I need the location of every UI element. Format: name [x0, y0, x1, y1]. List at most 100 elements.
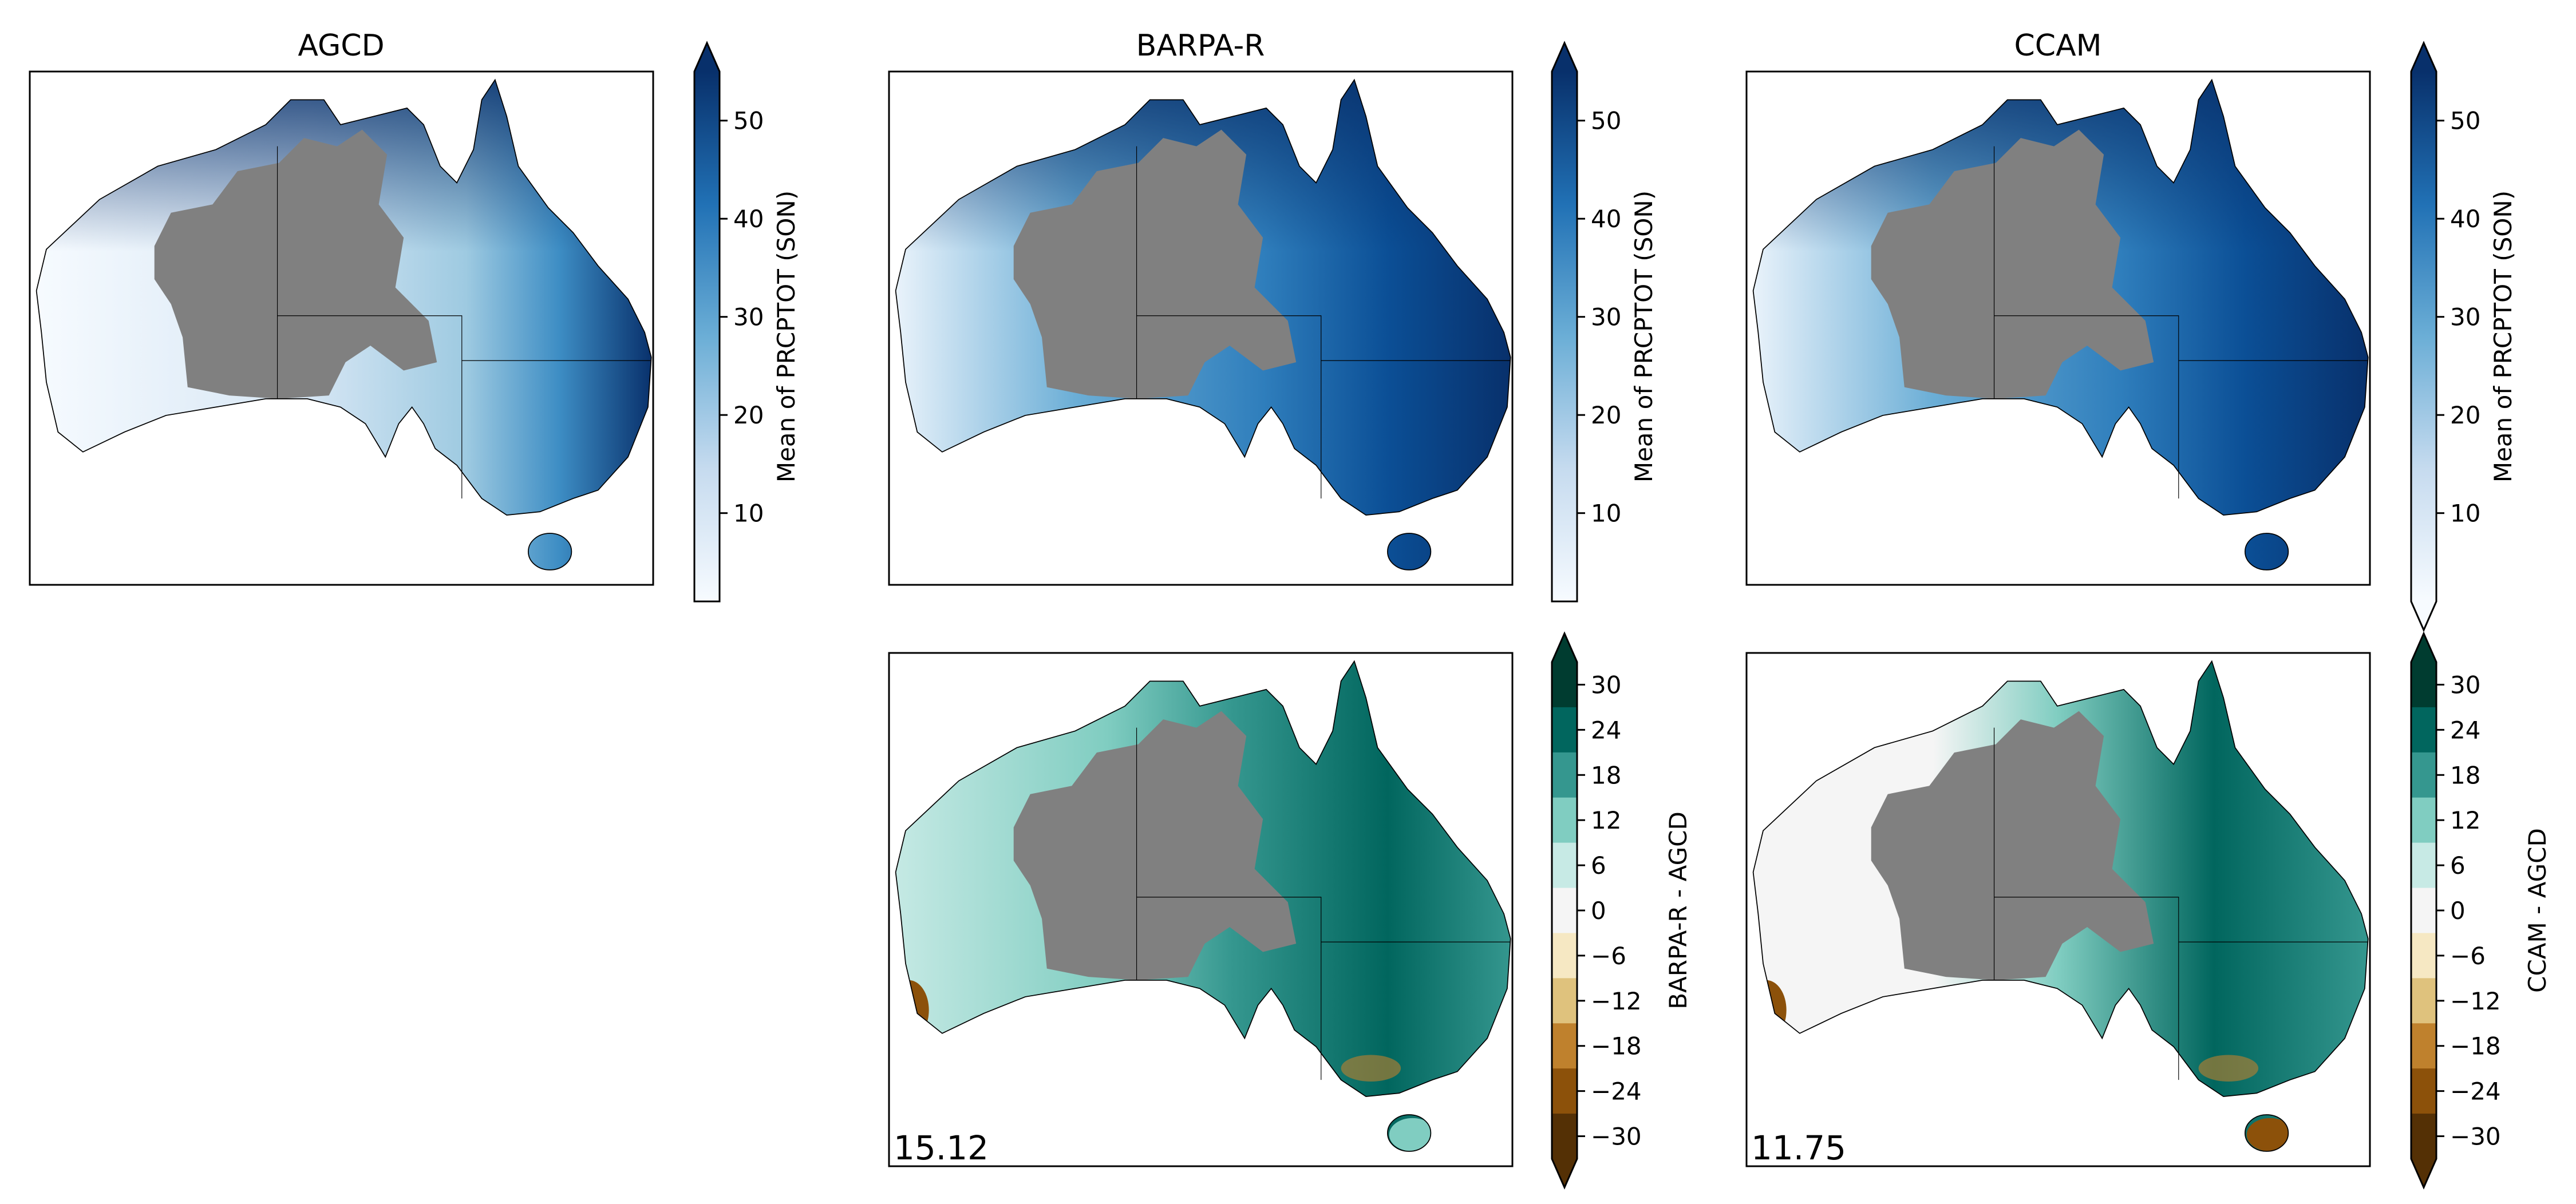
- colorbar-tick-label: −30: [1591, 1123, 1642, 1151]
- australia-map: [1752, 79, 2369, 571]
- colorbar-tick-label: −18: [1591, 1032, 1642, 1060]
- map-frame: [1745, 70, 2371, 586]
- colorbar-tick-label: 30: [1591, 303, 1621, 331]
- colorbar-gradient: [1552, 72, 1577, 601]
- colorbar-5: 30 24 18 12 6 0 −6 −12 −18 −24 −30 CCAM - AGCD: [2410, 631, 2551, 1190]
- colorbar-tick-label: −6: [2450, 942, 2486, 970]
- colorbar-level: [2411, 1023, 2436, 1070]
- panel-title: CCAM: [2014, 29, 2101, 63]
- sw-dry-bias: [895, 980, 929, 1040]
- colorbar-label: Mean of PRCPTOT (SON): [1630, 191, 1658, 482]
- score-annotation: 11.75: [1751, 1128, 1846, 1167]
- colorbar-level: [1552, 1114, 1577, 1159]
- colorbar-level: [1552, 797, 1577, 843]
- colorbar-level: [2411, 978, 2436, 1024]
- colorbar-tick-label: 6: [1591, 851, 1606, 880]
- colorbar-tick-label: 30: [1591, 671, 1621, 699]
- panel-title: BARPA-R: [1136, 29, 1265, 63]
- colorbar-label: Mean of PRCPTOT (SON): [772, 191, 800, 482]
- colorbar-outline: [1551, 631, 1578, 1190]
- map-frame: [1745, 652, 2371, 1167]
- colorbar-tick-label: 10: [1591, 500, 1621, 528]
- australia-map: [895, 79, 1512, 571]
- colorbar-tick-label: 40: [2450, 205, 2480, 233]
- colorbar-tick-label: 24: [1591, 716, 1621, 744]
- masked-region: [1871, 711, 2154, 980]
- alps-bias: [2198, 1055, 2259, 1082]
- alps-bias: [1341, 1055, 1401, 1082]
- map-panel-4: 15.12: [888, 652, 1514, 1167]
- colorbar-tick-label: 40: [733, 205, 764, 233]
- australia-map: [35, 79, 653, 571]
- colorbar-level: [2411, 933, 2436, 979]
- state-borders: [1136, 727, 1511, 1080]
- colorbar-label: BARPA-R - AGCD: [1664, 811, 1692, 1009]
- colorbar-tick-label: 0: [1591, 897, 1606, 925]
- score-annotation: 15.12: [894, 1128, 989, 1167]
- colorbar-tick-label: 20: [1591, 401, 1621, 429]
- colorbar-level: [2411, 1068, 2436, 1115]
- extend-min-triangle: [2411, 601, 2436, 630]
- map-panel-5: 11.75: [1745, 652, 2371, 1167]
- map-frame: [888, 652, 1514, 1167]
- masked-region: [1013, 129, 1297, 399]
- colorbar-tick-label: −12: [2450, 987, 2501, 1015]
- colorbar-4: 30 24 18 12 6 0 −6 −12 −18 −24 −30 BARPA-R - AGCD: [1551, 631, 1692, 1190]
- colorbar-tick-label: 30: [2450, 303, 2480, 331]
- extend-max-triangle: [2411, 633, 2436, 662]
- colorbar-level: [1552, 842, 1577, 889]
- extend-min-triangle: [1552, 1159, 1577, 1187]
- tasmania-bias: [1389, 1118, 1436, 1151]
- colorbar-level: [1552, 1023, 1577, 1070]
- colorbar-outline: [2410, 41, 2437, 632]
- extend-max-triangle: [2411, 43, 2436, 72]
- colorbar-level: [1552, 1068, 1577, 1115]
- state-borders: [1993, 727, 2368, 1080]
- map-panel-2: BARPA-R: [888, 29, 1514, 586]
- colorbar-tick-label: 30: [733, 303, 764, 331]
- colorbar-label: CCAM - AGCD: [2523, 828, 2551, 993]
- colorbar-tick-label: −24: [2450, 1078, 2501, 1106]
- colorbar-level: [1552, 978, 1577, 1024]
- colorbar-level: [2411, 888, 2436, 934]
- colorbar-tick-label: 20: [733, 401, 764, 429]
- colorbar-2: 10 20 30 40 50 Mean of PRCPTOT (SON): [1551, 41, 1658, 603]
- colorbar-level: [1552, 707, 1577, 753]
- colorbar-1: 10 20 30 40 50 Mean of PRCPTOT (SON): [693, 41, 800, 603]
- state-borders: [276, 146, 651, 499]
- state-borders: [1993, 146, 2368, 499]
- colorbar-level: [1552, 662, 1577, 708]
- colorbar-tick-label: 18: [1591, 761, 1621, 789]
- colorbar-level: [2411, 842, 2436, 889]
- map-panel-3: CCAM: [1745, 29, 2371, 586]
- colorbar-gradient: [694, 72, 720, 601]
- colorbar-3: 10 20 30 40 50 Mean of PRCPTOT (SON): [2410, 41, 2517, 632]
- map-panel-1: AGCD: [29, 29, 654, 586]
- colorbar-tick-label: 40: [1591, 205, 1621, 233]
- colorbar-tick-label: 12: [1591, 806, 1621, 834]
- colorbar-outline: [693, 41, 721, 603]
- colorbar-tick-label: −24: [1591, 1078, 1642, 1106]
- colorbar-level: [2411, 707, 2436, 753]
- colorbar-tick-label: 50: [1591, 107, 1621, 135]
- colorbar-tick-label: −12: [1591, 987, 1642, 1015]
- australia-map: [1752, 660, 2369, 1152]
- colorbar-outline: [2410, 631, 2437, 1190]
- colorbar-tick-label: 6: [2450, 851, 2466, 880]
- colorbar-level: [2411, 662, 2436, 708]
- colorbar-tick-label: −30: [2450, 1123, 2501, 1151]
- colorbar-tick-label: 50: [2450, 107, 2480, 135]
- australia-map: [895, 660, 1512, 1152]
- colorbar-gradient: [2411, 72, 2436, 601]
- colorbar-tick-label: −18: [2450, 1032, 2501, 1060]
- masked-region: [1871, 129, 2154, 399]
- tasmania-bias: [2246, 1118, 2294, 1151]
- colorbar-outline: [1551, 41, 1578, 603]
- colorbar-tick-label: −6: [1591, 942, 1626, 970]
- colorbar-level: [2411, 1114, 2436, 1159]
- colorbar-level: [1552, 752, 1577, 798]
- colorbar-tick-label: 50: [733, 107, 764, 135]
- extend-max-triangle: [1552, 43, 1577, 72]
- colorbar-tick-label: 12: [2450, 806, 2480, 834]
